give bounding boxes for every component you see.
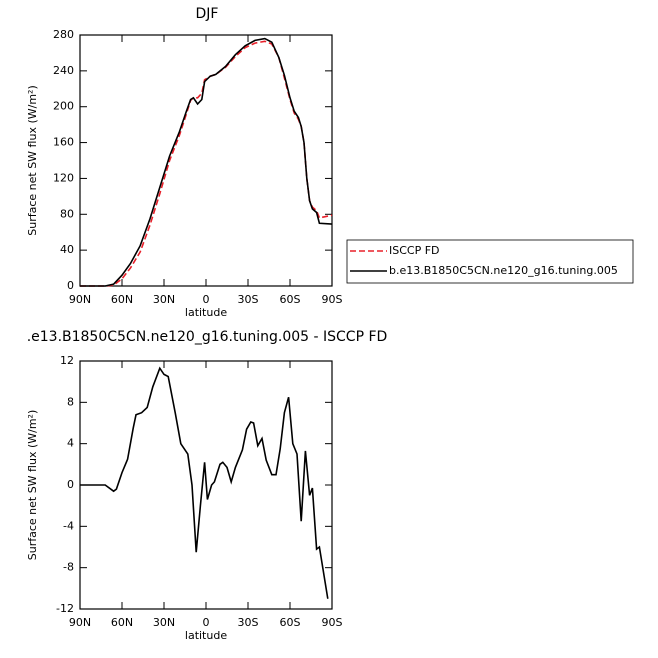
y-axis-label: Surface net SW flux (W/m²) [26,410,39,561]
x-tick-label: 30S [238,293,259,306]
y-tick-label: 8 [67,395,74,408]
plot-frame [79,34,333,287]
chart-title: DJF [196,6,219,22]
x-tick-label: 30S [238,616,259,629]
x-tick-label: 60S [280,616,301,629]
y-tick-label: 200 [53,100,74,113]
x-axis-label: latitude [185,306,227,319]
y-tick-label: 280 [53,28,74,41]
x-tick-label: 60N [111,293,133,306]
x-tick-label: 30N [153,616,175,629]
y-tick-label: 0 [67,478,74,491]
x-tick-label: 90N [69,616,91,629]
x-axis-label: latitude [185,629,227,642]
y-tick-label: -4 [63,519,74,532]
x-tick-label: 0 [203,293,210,306]
x-tick-label: 60S [280,293,301,306]
y-tick-label: 0 [67,279,74,292]
y-tick-label: -8 [63,561,74,574]
y-tick-label: 80 [60,207,74,220]
data-line [80,366,329,599]
y-tick-label: 240 [53,64,74,77]
legend-label: b.e13.B1850C5CN.ne120_g16.tuning.005 [389,264,618,277]
data-line [80,40,333,287]
y-tick-label: 160 [53,136,74,149]
data-line [80,37,333,287]
x-tick-label: 90S [322,293,343,306]
x-tick-label: 60N [111,616,133,629]
y-axis-label: Surface net SW flux (W/m²) [26,85,39,236]
y-tick-label: 40 [60,243,74,256]
legend-box [346,239,634,284]
x-tick-label: 30N [153,293,175,306]
chart-title: .e13.B1850C5CN.ne120_g16.tuning.005 - IS… [27,329,388,345]
x-tick-label: 0 [203,616,210,629]
y-tick-label: 120 [53,171,74,184]
y-tick-label: -12 [56,602,74,615]
y-tick-label: 4 [67,437,74,450]
x-tick-label: 90N [69,293,91,306]
y-tick-label: 12 [60,354,74,367]
x-tick-label: 90S [322,616,343,629]
legend-label: ISCCP FD [389,244,440,257]
